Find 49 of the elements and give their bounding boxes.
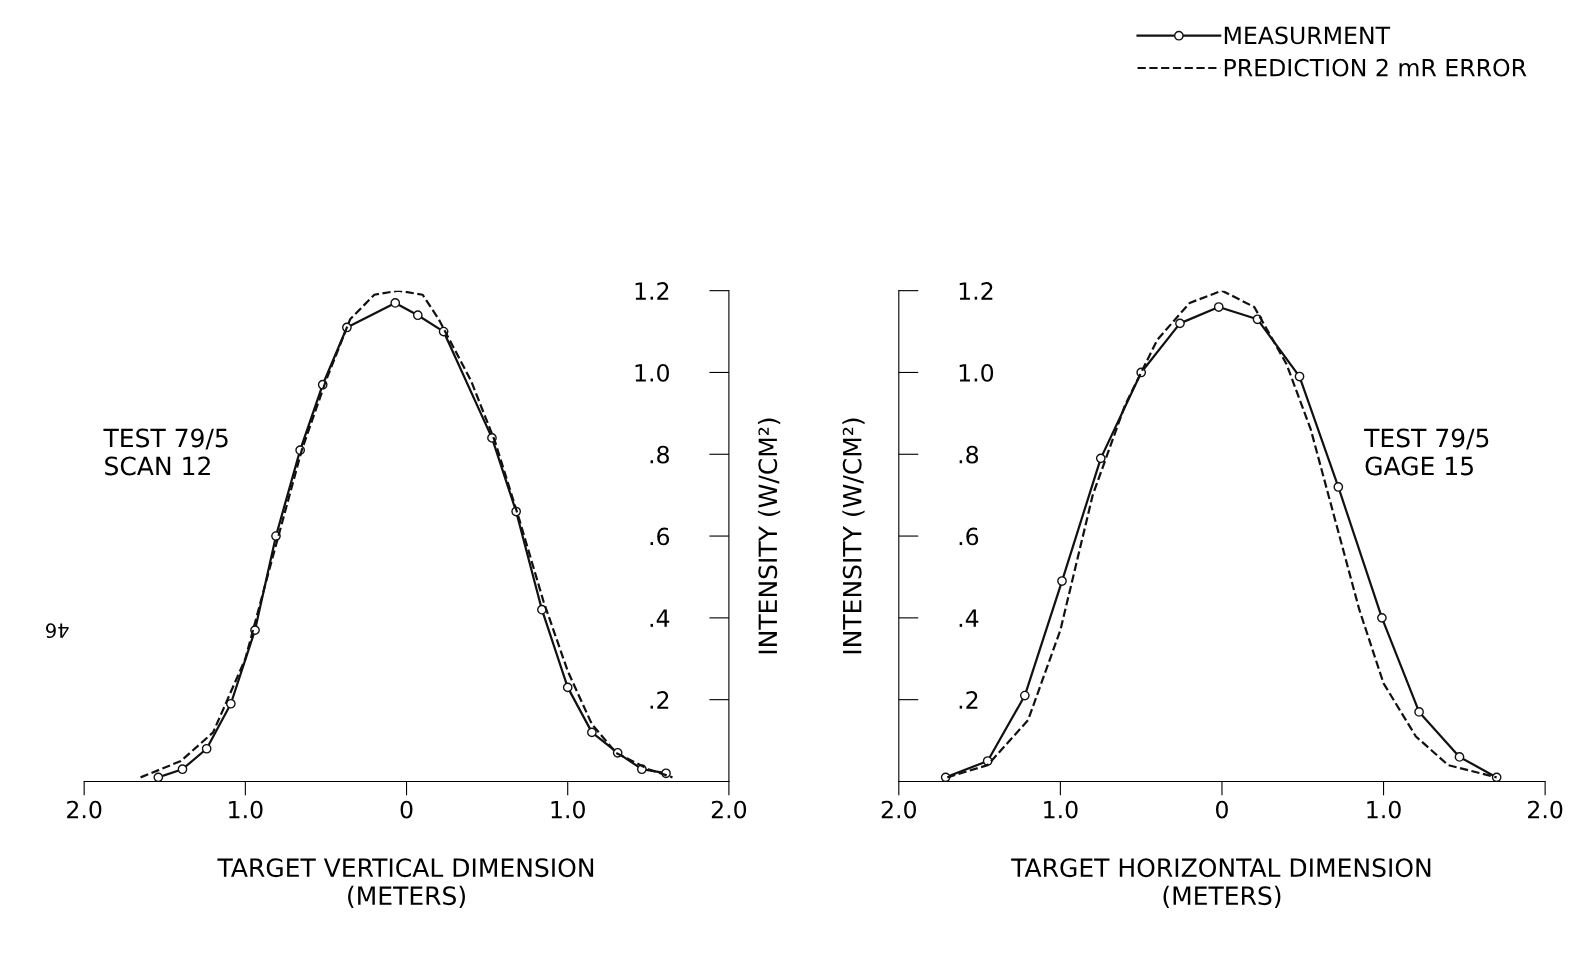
legend-label: PREDICTION 2 mR ERROR	[1224, 58, 1527, 77]
point	[1057, 576, 1067, 586]
y-tick-label: .6	[959, 527, 979, 546]
y-tick-label: .8	[650, 445, 669, 464]
point	[177, 764, 188, 775]
y-tick-label: 1.2	[635, 282, 669, 300]
x-tick-label: 0	[400, 800, 413, 819]
point	[1454, 752, 1465, 762]
point	[201, 743, 212, 754]
x-tick-label: 0	[1216, 800, 1228, 819]
point	[1333, 482, 1344, 492]
annotation: TEST 79/5 GAGE 15	[1364, 428, 1489, 476]
point	[1019, 690, 1030, 701]
point	[1213, 302, 1224, 312]
point	[1377, 612, 1387, 623]
x-axis-title: TARGET HORIZONTAL DIMENSION (METERS)	[1011, 858, 1431, 909]
x-tick-label: 1.0	[1044, 800, 1078, 819]
x-tick-label: 1.0	[229, 800, 263, 819]
y-tick-label: .4	[650, 609, 670, 627]
point	[225, 698, 236, 709]
annotation: TEST 79/5 SCAN 12	[103, 428, 228, 476]
point	[587, 727, 597, 738]
y-tick-label: .6	[650, 527, 670, 546]
y-tick-label: .4	[959, 609, 979, 627]
y-tick-label: 1.2	[959, 282, 993, 300]
point	[1414, 707, 1424, 717]
x-tick-label: 2.0	[67, 800, 102, 819]
y-axis-title: INTENSITY (W/CM²)	[757, 418, 781, 654]
y-tick-label: .2	[650, 691, 669, 709]
point	[562, 682, 573, 693]
y-tick-label: 1.0	[959, 363, 994, 382]
point	[390, 298, 401, 308]
x-tick-label: 2.0	[711, 800, 747, 819]
y-tick-label: .2	[959, 691, 978, 709]
point	[1294, 371, 1305, 382]
point	[1175, 318, 1185, 329]
point	[1095, 453, 1106, 464]
y-tick-label: .8	[959, 445, 979, 464]
y-tick-label: 1.0	[635, 363, 669, 382]
x-tick-label: 2.0	[1528, 800, 1563, 819]
point	[153, 772, 164, 782]
point	[412, 310, 423, 321]
y-axis-title: INTENSITY (W/CM²)	[842, 418, 865, 654]
x-tick-label: 2.0	[881, 800, 917, 819]
x-tick-label: 1.0	[1367, 800, 1401, 819]
legend-label: MEASURMENT	[1224, 26, 1391, 45]
text: 46	[46, 623, 69, 639]
x-tick-label: 1.0	[551, 800, 585, 819]
x-axis-title: TARGET VERTICAL DIMENSION (METERS)	[217, 858, 594, 909]
